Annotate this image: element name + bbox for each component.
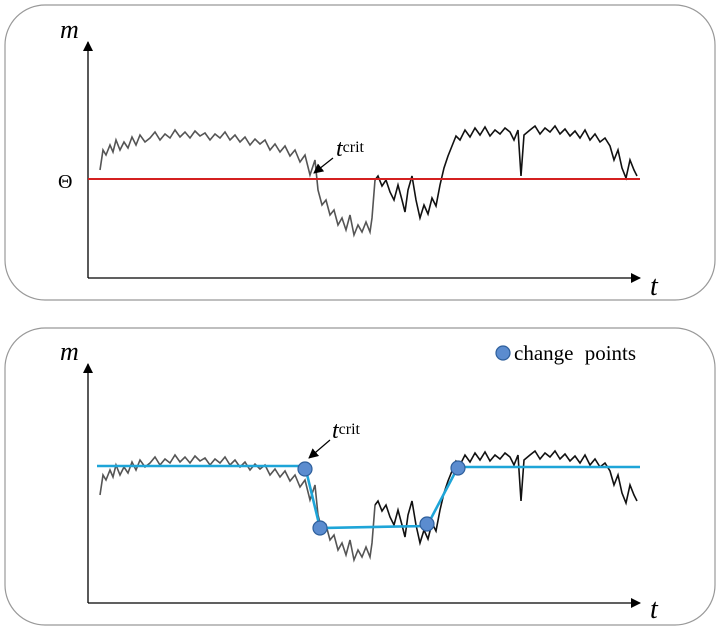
annotation-main: t [332,418,340,444]
change-points [297,460,466,536]
y-axis-label: m [60,15,79,44]
annotation-arrow [313,157,334,174]
panel-frame [4,327,716,626]
signal [99,124,638,238]
change-point [450,460,466,476]
change-point [419,516,435,532]
legend-label: change points [514,341,636,365]
annotation-sub: crit [343,139,365,156]
y-axis-label: m [60,337,79,366]
fitted-line [97,464,640,530]
annotation-main: t [336,136,344,162]
panel-top: m t Θ tcrit [4,4,716,302]
annotation-label: tcrit [336,136,365,162]
panel-frame [4,4,716,301]
legend-marker [495,345,511,361]
annotation-arrow [308,439,331,459]
annotation-sub: crit [339,421,361,438]
panel-bottom: m t tcrit change points [4,327,716,626]
x-axis-label: t [650,271,659,302]
change-point [312,520,328,536]
annotation-label: tcrit [332,418,361,444]
legend: change points [495,341,636,365]
change-point [297,461,313,477]
threshold-label: Θ [58,171,72,193]
x-axis-label: t [650,594,659,625]
